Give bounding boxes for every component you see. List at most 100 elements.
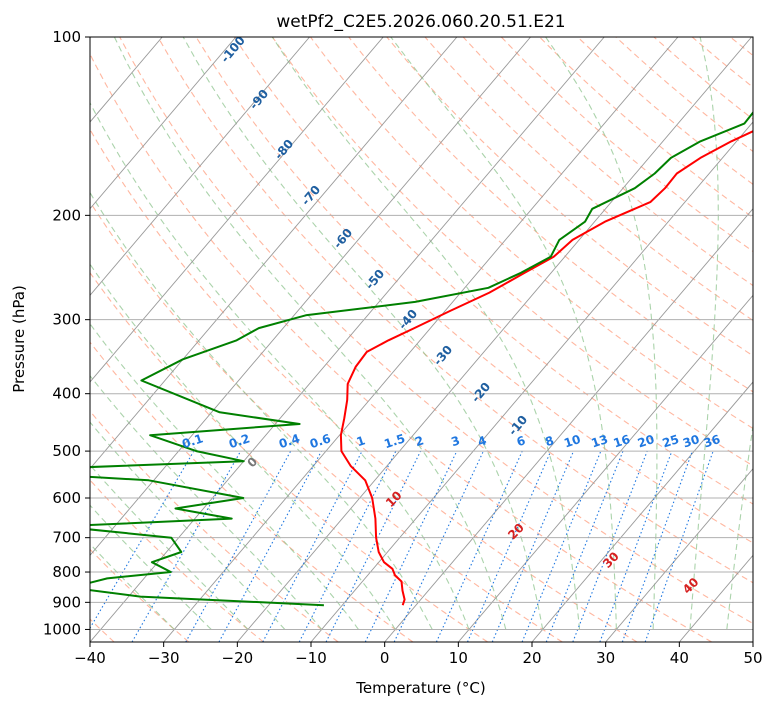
x-tick-label: 30 [596,649,615,667]
y-tick-label: 900 [52,593,81,611]
dry-adiabat-line [233,37,753,505]
x-tick-label: 0 [380,649,390,667]
x-tick-label: −40 [74,649,106,667]
isotherm-line [90,37,531,557]
mixing-ratio-label: 0.4 [277,431,302,451]
isotherm-line [90,37,458,470]
mixing-ratio-line [521,450,602,642]
y-tick-label: 600 [52,489,81,507]
mixing-ratio-label: 6 [515,433,527,449]
dry-adiabat-line [90,548,190,642]
y-tick-label: 800 [52,563,81,581]
isotherm-line [90,37,237,210]
dry-adiabat-line [90,271,488,642]
x-tick-label: −20 [222,649,254,667]
moist-adiabat-line [90,374,323,630]
y-axis: 100 200 300 400 500 600 700 800 900 1000 [43,28,90,638]
mixing-ratio-label: 3 [449,433,461,449]
isotherm-line [236,37,752,642]
mixing-ratio-label: 0.1 [180,431,205,451]
dry-adiabat-line [348,37,753,393]
moist-adiabat-line [113,37,507,630]
temperature-line [339,130,753,606]
mixing-ratio-label: 20 [636,432,656,450]
dry-adiabat-line [119,37,753,625]
dry-adiabat-line [462,37,753,287]
x-tick-label: 10 [449,649,468,667]
mixing-ratio-line [218,450,322,642]
isotherm-line [90,37,310,297]
isotherm-line [457,294,753,642]
mixing-ratio-line [393,450,484,642]
mixing-ratio-line [621,450,693,642]
dry-adiabat-line [90,201,563,642]
mixing-ratio-line [467,450,552,642]
moist-adiabat-line [726,422,753,630]
dewpoint-line [90,111,753,607]
x-tick-label: 20 [522,649,541,667]
mixing-ratio-line [644,450,714,642]
mixing-ratio-label: 0.6 [308,431,333,451]
mixing-ratio-label: 1.5 [382,431,407,451]
mixing-ratio-label: 8 [543,433,555,449]
mixing-ratio-label: 10 [562,432,582,450]
y-tick-label: 1000 [43,620,81,638]
y-tick-label: 500 [52,442,81,460]
x-tick-label: 50 [743,649,762,667]
mixing-ratio-label: 2 [413,433,425,449]
isotherm-line [163,37,679,642]
profile-lines [90,111,753,607]
moist-adiabat-line [90,421,286,630]
background-lines [90,37,753,642]
moist-adiabat-line [271,37,581,630]
pressure-gridlines [90,37,753,630]
mixing-ratio-line [435,450,523,642]
moist-adiabat-line [90,322,359,630]
y-tick-label: 700 [52,529,81,547]
moist-adiabat-line [90,263,396,630]
isotherm-line [90,37,605,642]
mixing-ratio-label: 16 [612,432,632,450]
mixing-ratio-label: 30 [681,432,701,450]
mixing-ratio-label: 0.2 [227,431,252,451]
mixing-ratio-label: 1 [355,433,367,449]
dry-adiabat-line [310,37,753,430]
isotherm-line [531,381,753,642]
y-tick-label: 200 [52,206,81,224]
mixing-ratio-label: 4 [476,433,488,449]
dry-adiabat-line [90,52,712,642]
dry-adiabat-line [90,341,414,642]
moist-adiabat-line [545,37,658,630]
dry-adiabat-line [157,37,753,584]
mixing-ratio-label: 36 [702,432,722,450]
mixing-ratio-label: 25 [661,432,681,450]
mixing-ratio-line [90,450,195,630]
isotherm-line [384,207,753,642]
chart-title: wetPf2_C2E5.2026.060.20.51.E21 [276,12,565,32]
dry-adiabat-line [271,37,753,467]
plot-frame [89,36,754,643]
x-tick-label: −10 [295,649,327,667]
moist-adiabat-line [689,37,719,630]
y-tick-label: 100 [52,28,81,46]
x-tick-label: 40 [670,649,689,667]
x-axis-label: Temperature (°C) [355,679,485,697]
y-tick-label: 300 [52,311,81,329]
mixing-ratio-line [491,450,575,642]
mixing-ratio-line [185,450,292,642]
moist-adiabat-line [90,101,470,630]
dry-adiabat-line [90,128,638,642]
y-tick-label: 400 [52,385,81,403]
x-axis: −40 −30 −20 −10 0 10 20 30 40 50 [74,642,763,667]
moist-adiabat-line [390,37,617,630]
mixing-ratio-label: 13 [590,432,610,450]
isotherm-line [605,467,753,642]
isotherm-line [90,37,384,383]
moist-adiabat-line [182,37,544,630]
x-tick-label: −30 [148,649,180,667]
mixing-ratio-line [131,450,242,642]
moist-adiabat-line [90,464,249,630]
y-axis-label: Pressure (hPa) [10,285,28,393]
